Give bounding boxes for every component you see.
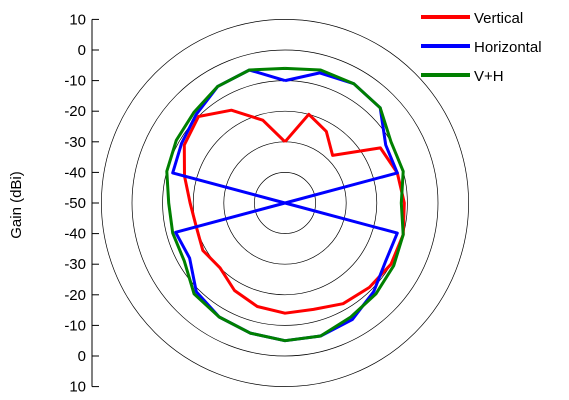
r-axis-tick-label: 0 (78, 348, 86, 365)
legend-label-horizontal: Horizontal (474, 39, 542, 56)
r-axis-tick-label: 10 (69, 11, 86, 28)
r-axis-tick-label: -50 (64, 195, 86, 212)
r-axis-tick-label: -10 (64, 317, 86, 334)
series-lines (165, 66, 406, 343)
ring--40 (254, 172, 316, 234)
ring-0 (131, 49, 439, 357)
y-axis-label: Gain (dBi) (8, 171, 25, 239)
r-axis-tick-label: -20 (64, 287, 86, 304)
r-axis-tick-label: -40 (64, 164, 86, 181)
r-axis-tick-label: -30 (64, 256, 86, 273)
series-horizontal-line (171, 68, 399, 343)
ring-10 (101, 19, 469, 387)
ring--20 (192, 110, 378, 296)
r-axis-tick-label: -30 (64, 134, 86, 151)
r-axis-tick-label: 0 (78, 42, 86, 59)
series-v-h-line (165, 66, 405, 343)
r-axis: 10 0 -10 -20 -30 -40 -50 -40 -30 -20 -10 0 10 (64, 11, 99, 396)
r-axis-tick-label: -40 (64, 226, 86, 243)
r-axis-tick-label: -10 (64, 73, 86, 90)
r-axis-tick-label: -20 (64, 103, 86, 120)
legend: Vertical Horizontal V+H (421, 10, 542, 85)
legend-label-v-h: V+H (474, 68, 504, 85)
legend-label-vertical: Vertical (474, 10, 523, 27)
series-vertical-line (182, 108, 406, 315)
r-axis-tick-label: 10 (69, 379, 86, 396)
